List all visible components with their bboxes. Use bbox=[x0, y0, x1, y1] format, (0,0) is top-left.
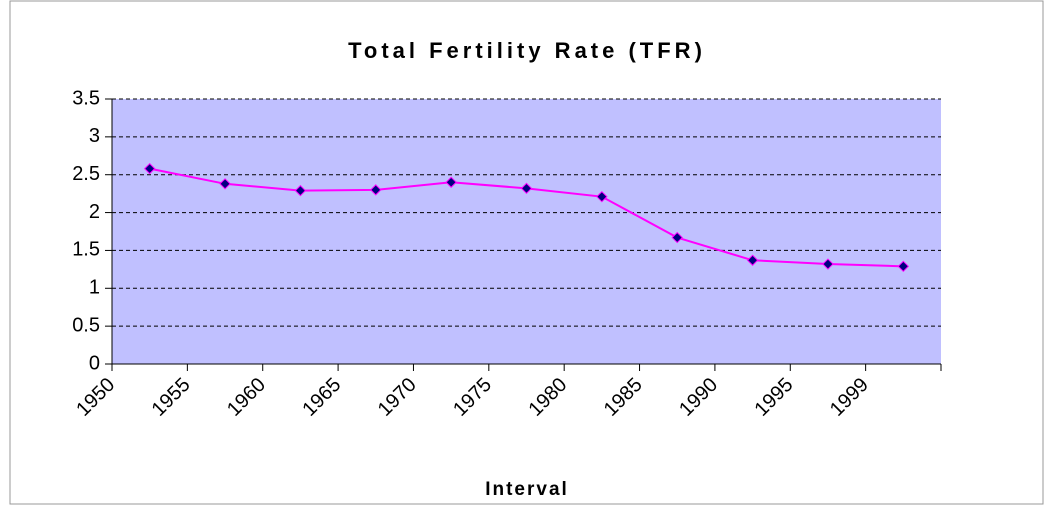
y-tick-label: 3 bbox=[89, 125, 100, 147]
y-tick-label: 3.5 bbox=[72, 87, 100, 109]
marker bbox=[746, 254, 759, 266]
x-tick-label: 1999 bbox=[826, 374, 873, 421]
x-tick-label: 1965 bbox=[298, 374, 345, 421]
x-tick-label: 1960 bbox=[223, 374, 270, 421]
x-tick-label: 1975 bbox=[449, 374, 496, 421]
x-tick-label: 1980 bbox=[524, 374, 571, 421]
marker bbox=[671, 231, 683, 244]
x-tick-label: 1995 bbox=[751, 374, 798, 421]
marker bbox=[822, 258, 834, 270]
chart-title: Total Fertility Rate (TFR) bbox=[348, 38, 706, 63]
y-tick-label: 2 bbox=[89, 201, 100, 223]
y-tick-label: 0.5 bbox=[72, 314, 100, 336]
plot-area bbox=[112, 99, 941, 364]
marker bbox=[596, 190, 608, 203]
x-tick-label: 1990 bbox=[675, 374, 722, 421]
marker bbox=[219, 178, 231, 190]
marker bbox=[445, 176, 457, 188]
y-tick-label: 1 bbox=[89, 277, 100, 299]
x-tick-label: 1955 bbox=[148, 374, 195, 421]
x-axis-label: Interval bbox=[485, 479, 569, 500]
marker bbox=[370, 184, 382, 196]
marker bbox=[520, 182, 533, 195]
marker bbox=[294, 184, 307, 197]
y-tick-label: 0 bbox=[89, 352, 100, 374]
chart-border bbox=[9, 0, 1044, 505]
marker bbox=[897, 260, 910, 273]
y-tick-label: 2.5 bbox=[72, 163, 100, 185]
x-tick-label: 1970 bbox=[374, 374, 421, 421]
marker bbox=[143, 162, 156, 175]
y-tick-label: 1.5 bbox=[72, 239, 100, 261]
x-tick-label: 1985 bbox=[600, 374, 647, 421]
x-tick-label: 1950 bbox=[72, 374, 119, 421]
